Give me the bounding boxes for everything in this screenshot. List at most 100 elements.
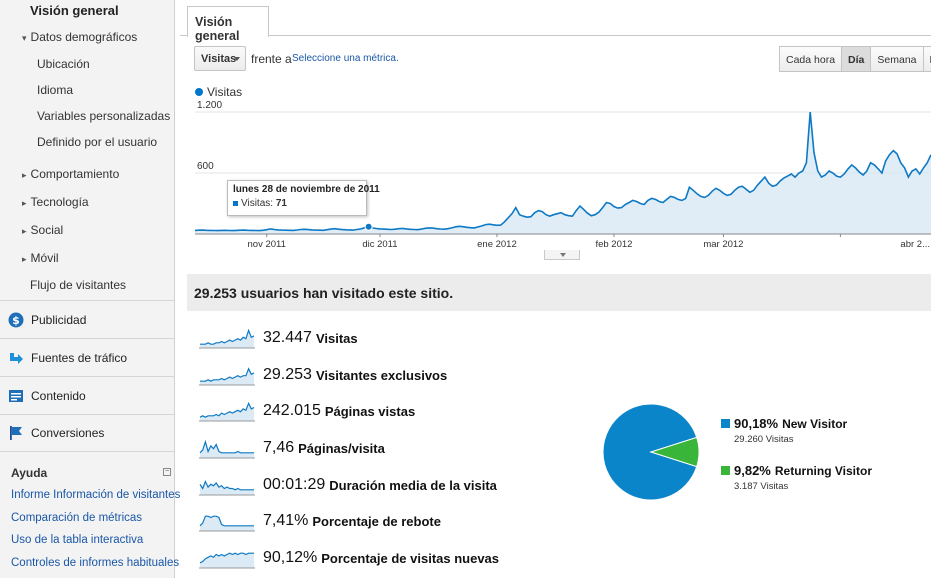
sidebar-item-technology[interactable]: Tecnología <box>22 195 89 209</box>
metric-label: Páginas/visita <box>298 440 385 456</box>
sparkline-line <box>199 439 254 454</box>
help-link-compare-metrics[interactable]: Comparación de métricas <box>11 512 143 524</box>
tooltip-label: Visitas <box>241 198 271 209</box>
sparkline-area <box>200 441 254 458</box>
sidebar-section-traffic-sources[interactable]: Fuentes de tráfico <box>0 338 175 376</box>
help-link-visitor-info[interactable]: Informe Información de visitantes <box>11 489 181 501</box>
granularity-month-button[interactable]: Mes <box>922 46 931 72</box>
sidebar-section-advertising[interactable]: $ Publicidad <box>0 300 175 338</box>
sidebar-item-custom-variables[interactable]: Variables personalizadas <box>37 109 171 123</box>
metric-label: Porcentaje de visitas nuevas <box>321 550 500 566</box>
help-minimize-button[interactable]: − <box>163 468 171 476</box>
select-metric-link[interactable]: Seleccione una métrica. <box>292 53 399 64</box>
metric-row-visits[interactable]: 32.447 Visitas <box>199 326 358 350</box>
chart-legend: Visitas <box>195 85 242 99</box>
metric-label: Visitas <box>315 330 358 346</box>
sidebar-item-language[interactable]: Idioma <box>37 83 74 97</box>
sparkline-line <box>200 328 255 345</box>
sparkline-line <box>199 479 254 491</box>
chart-expand-handle[interactable] <box>544 250 580 260</box>
x-tick-label: nov 2011 <box>248 239 286 250</box>
sidebar-item-mobile[interactable]: Móvil <box>22 251 59 265</box>
visits-line <box>194 111 931 232</box>
flag-icon <box>8 425 24 441</box>
sparkline <box>199 401 255 422</box>
metric-row-avg-duration[interactable]: 00:01:29 Duración media de la visita <box>199 473 497 497</box>
sidebar-section-label: Publicidad <box>31 312 87 327</box>
sparkline-area <box>200 516 254 531</box>
granularity-hourly-button[interactable]: Cada hora <box>779 46 843 72</box>
granularity-toggle: Cada hora Día Semana Mes <box>779 46 931 72</box>
sparkline-area <box>200 403 254 421</box>
x-tick-label: mar 2012 <box>703 239 743 250</box>
metric-row-pages-per-visit[interactable]: 7,46 Páginas/visita <box>199 436 385 460</box>
help-title: Ayuda <box>11 466 48 480</box>
granularity-day-button[interactable]: Día <box>841 46 872 72</box>
legend-percent: 90,18% <box>734 416 779 431</box>
tab-overview[interactable]: Visión general <box>187 6 269 43</box>
legend-swatch-icon <box>721 419 730 428</box>
content-icon <box>8 388 24 404</box>
x-tick-label: dic 2011 <box>362 239 397 250</box>
sidebar-item-label: Datos demográficos <box>30 30 138 44</box>
chart-tooltip: lunes 28 de noviembre de 2011 Visitas: 7… <box>227 180 380 216</box>
sidebar-item-location[interactable]: Ubicación <box>37 57 90 71</box>
sidebar-item-behavior[interactable]: Comportamiento <box>22 167 120 181</box>
pie-slice-returning-visitor[interactable] <box>649 436 700 468</box>
metric-select[interactable]: Visitas <box>194 46 246 71</box>
versus-text: frente a <box>251 52 292 66</box>
metric-row-pageviews[interactable]: 242.015 Páginas vistas <box>199 399 415 423</box>
visitor-type-pie[interactable] <box>601 391 701 513</box>
metric-select-value: Visitas <box>201 53 237 65</box>
sidebar-item-label: Tecnología <box>30 195 89 209</box>
sidebar-section-conversions[interactable]: Conversiones <box>0 414 175 452</box>
metric-value: 32.447 <box>263 329 312 346</box>
y-tick-label: 1.200 <box>197 100 222 111</box>
svg-text:$: $ <box>12 314 20 327</box>
sidebar-item-user-defined[interactable]: Definido por el usuario <box>37 135 158 149</box>
sparkline <box>199 367 255 386</box>
metric-row-bounce-rate[interactable]: 7,41% Porcentaje de rebote <box>199 509 441 533</box>
granularity-week-button[interactable]: Semana <box>870 46 924 72</box>
metric-value: 00:01:29 <box>263 476 326 493</box>
metric-row-new-visits[interactable]: 90,12% Porcentaje de visitas nuevas <box>199 546 499 570</box>
dollar-icon: $ <box>8 312 24 328</box>
metric-value: 7,46 <box>263 439 295 456</box>
metric-value: 90,12% <box>263 549 318 566</box>
legend-swatch-icon <box>721 466 730 475</box>
metric-row-unique-visitors[interactable]: 29.253 Visitantes exclusivos <box>199 363 447 387</box>
legend-visits: 29.260 Visitas <box>734 434 794 445</box>
sparkline <box>199 328 255 349</box>
sidebar-item-visitor-flow[interactable]: Flujo de visitantes <box>30 278 127 292</box>
help-link-interactive-table[interactable]: Uso de la tabla interactiva <box>11 534 144 546</box>
metric-label: Porcentaje de rebote <box>312 513 441 529</box>
hover-point <box>364 222 373 231</box>
sparkline-area <box>200 330 254 348</box>
legend-dot-icon <box>195 88 203 96</box>
sparkline <box>199 439 255 459</box>
metric-value: 29.253 <box>263 366 312 383</box>
legend-series-label: Visitas <box>207 85 243 99</box>
summary-heading: 29.253 usuarios han visitado este sitio. <box>187 274 931 311</box>
sparkline <box>199 552 255 569</box>
sparkline-line <box>200 367 255 382</box>
series-swatch-icon <box>233 200 238 206</box>
sidebar-item-social[interactable]: Social <box>22 223 64 237</box>
tooltip-value: 71 <box>275 198 287 209</box>
sidebar-section-label: Contenido <box>31 388 86 403</box>
sidebar-item-label: Social <box>30 223 64 237</box>
sparkline-area <box>200 553 254 568</box>
metric-label: Duración media de la visita <box>329 477 497 493</box>
sidebar-item-overview[interactable]: Visión general <box>30 3 119 18</box>
sidebar: Visión general Datos demográficos Ubicac… <box>0 0 180 578</box>
sidebar-section-label: Conversiones <box>31 426 105 440</box>
pie-legend-returning-visitor: 9,82% Returning Visitor 3.187 Visitas <box>721 463 872 492</box>
y-tick-label: 600 <box>197 161 214 172</box>
sidebar-item-demographics[interactable]: Datos demográficos <box>22 30 138 44</box>
sparkline <box>199 515 255 532</box>
visits-area <box>195 112 931 234</box>
sidebar-section-content[interactable]: Contenido <box>0 376 175 414</box>
help-link-report-controls[interactable]: Controles de informes habituales <box>11 557 180 569</box>
visits-chart[interactable]: 1.200 600 nov 2011 dic 2011 ene 2012 feb 201… <box>180 100 931 252</box>
sidebar-section-label: Fuentes de tráfico <box>31 350 128 365</box>
